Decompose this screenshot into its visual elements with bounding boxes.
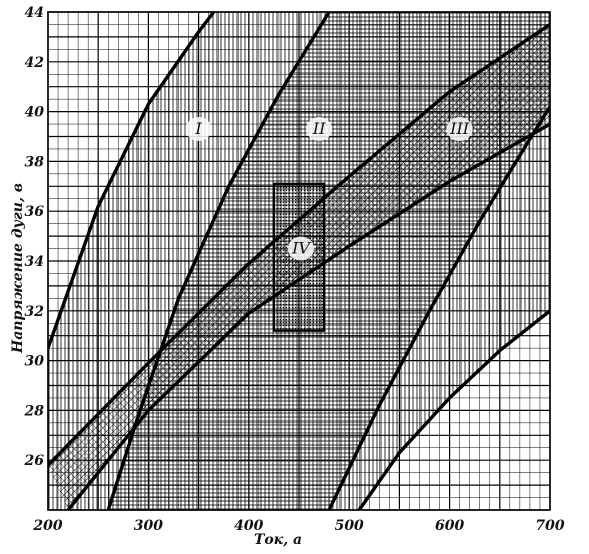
region-label-halo bbox=[288, 236, 315, 261]
y-tick-label: 42 bbox=[25, 55, 45, 71]
region-label: II bbox=[312, 119, 326, 138]
curve-3 bbox=[48, 22, 550, 467]
y-tick-label: 40 bbox=[25, 105, 45, 121]
region-label-halo bbox=[185, 117, 212, 142]
y-tick-label: 34 bbox=[25, 254, 44, 270]
x-tick-label: 400 bbox=[234, 518, 263, 534]
x-tick-label: 300 bbox=[134, 518, 163, 534]
region-label-halo bbox=[446, 117, 473, 142]
y-tick-label: 44 bbox=[25, 5, 44, 21]
region-label: III bbox=[449, 119, 470, 138]
curve-4 bbox=[66, 122, 550, 510]
y-tick-label: 28 bbox=[24, 403, 45, 419]
y-tick-label: 32 bbox=[25, 304, 45, 320]
region-label: IV bbox=[291, 239, 311, 258]
y-tick-label: 36 bbox=[25, 204, 45, 220]
curve-1 bbox=[48, 12, 216, 350]
x-tick-label: 500 bbox=[335, 518, 364, 534]
region-iv-box bbox=[272, 182, 326, 332]
x-tick-label: 600 bbox=[435, 518, 464, 534]
curves bbox=[48, 12, 550, 510]
region-label: I bbox=[194, 119, 202, 138]
y-tick-label: 38 bbox=[25, 154, 45, 170]
y-tick-label: 26 bbox=[24, 453, 45, 469]
x-tick-labels: 200 300 400 500 600 700 bbox=[32, 518, 564, 534]
x-tick-label: 700 bbox=[535, 518, 564, 534]
region-label-halo bbox=[306, 117, 333, 142]
curve-6 bbox=[357, 309, 550, 510]
x-axis-label: Ток, а bbox=[254, 532, 302, 548]
curve-5 bbox=[327, 104, 550, 510]
grid bbox=[47, 11, 551, 511]
y-tick-label: 30 bbox=[25, 354, 45, 370]
plot-frame bbox=[47, 11, 551, 511]
y-axis-label: Напряжение дуги, в bbox=[10, 183, 26, 354]
x-tick-label: 200 bbox=[32, 518, 62, 534]
region-iv-outline bbox=[272, 182, 326, 332]
y-tick-labels: 26 28 30 32 34 36 38 40 42 44 bbox=[24, 5, 45, 469]
